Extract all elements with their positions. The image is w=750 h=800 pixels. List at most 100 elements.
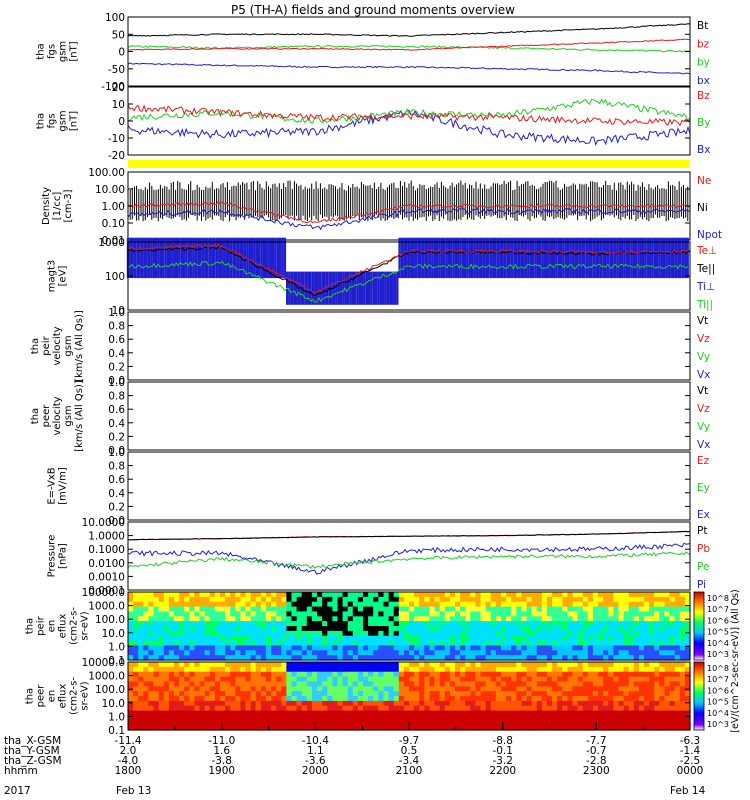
spectrogram-cell <box>414 671 420 678</box>
spectrogram-cell <box>352 596 359 603</box>
spectrogram-cell <box>587 686 594 692</box>
spectrogram-cell <box>628 635 635 642</box>
spectrogram-cell <box>633 662 640 668</box>
spectrogram-cell <box>567 630 574 637</box>
spectrogram-cell <box>255 626 262 632</box>
spectrogram-cell <box>674 635 681 642</box>
spectrogram-cell <box>628 696 635 702</box>
spectrogram-cell <box>240 720 247 726</box>
spectrogram-cell <box>521 630 528 637</box>
spectrogram-cell <box>317 626 323 632</box>
series-bz-line <box>127 38 691 51</box>
y-tick-label: 0.10 <box>102 218 125 230</box>
spectrogram-cell <box>168 650 175 656</box>
spectrogram-cell <box>516 635 522 642</box>
spectrogram-cell <box>536 616 543 622</box>
spectrogram-cell <box>342 645 349 651</box>
spectrogram-cell <box>271 611 277 617</box>
spectrogram-cell <box>485 650 492 656</box>
spectrogram-cell <box>204 681 211 687</box>
spectrogram-cell <box>276 720 282 726</box>
spectrogram-cell <box>526 635 533 642</box>
spectrogram-cell <box>409 630 415 637</box>
spectrogram-cell <box>557 635 563 642</box>
spectrogram-cell <box>271 601 277 608</box>
spectrogram-cell <box>250 655 257 661</box>
spectrogram-cell <box>184 686 190 692</box>
spectrogram-cell <box>204 691 211 697</box>
spectrogram-cell <box>220 640 226 647</box>
spectrogram-cell <box>194 596 201 603</box>
spectrogram-cell <box>674 640 681 647</box>
spectrogram-cell <box>174 596 180 603</box>
spectrogram-cell <box>654 725 660 731</box>
spectrogram-cell <box>582 592 589 598</box>
spectrogram-cell <box>429 705 436 712</box>
spectrogram-cell <box>633 725 640 731</box>
legend-pb: Pb <box>697 543 710 555</box>
spectrogram-cell <box>475 715 482 721</box>
spectrogram-cell <box>587 662 594 668</box>
spectrogram-cell <box>143 650 149 656</box>
spectrogram-cell <box>449 616 456 622</box>
spectrogram-cell <box>521 700 528 707</box>
spectrogram-cell <box>225 630 231 637</box>
spectrogram-cell <box>143 725 149 731</box>
spectrogram-cell <box>623 696 630 702</box>
spectrogram-cell <box>363 611 369 617</box>
spectrogram-cell <box>347 626 354 632</box>
spectrogram-cell <box>679 635 686 642</box>
spectrogram-cell <box>623 705 630 712</box>
spectrogram-cell <box>603 676 609 683</box>
spectrogram-cell <box>368 626 374 632</box>
spectrogram-cell <box>265 635 272 642</box>
spectrogram-cell <box>347 725 354 731</box>
spectrogram-cell <box>204 616 211 622</box>
y-axis-label: tha <box>30 338 41 354</box>
spectrogram-cell <box>587 626 594 632</box>
spectrogram-cell <box>449 626 456 632</box>
spectrogram-cell <box>220 655 226 661</box>
spectrogram-cell <box>276 621 282 627</box>
spectrogram-cell <box>649 691 655 697</box>
spectrogram-cell <box>128 606 134 613</box>
spectrogram-cell <box>679 725 686 731</box>
spectrogram-cell <box>506 710 512 717</box>
spectrogram-cell <box>495 655 502 661</box>
spectrogram-cell <box>613 666 620 673</box>
spectrogram-cell <box>322 626 328 632</box>
spectrogram-cell <box>388 671 395 678</box>
spectrogram-cell <box>552 725 558 731</box>
spectrogram-cell <box>383 606 390 613</box>
spectrogram-cell <box>465 601 471 608</box>
spectrogram-cell <box>557 662 563 668</box>
spectrogram-cell <box>659 676 665 683</box>
spectrogram-cell <box>603 720 609 726</box>
spectrogram-cell <box>618 666 625 673</box>
y-tick-label: 10.0 <box>102 628 125 640</box>
spectrogram-cell <box>317 662 323 668</box>
colorbar-tick: 10^7 <box>707 605 729 614</box>
spectrogram-cell <box>403 671 410 678</box>
spectrogram-cell <box>311 645 318 651</box>
spectrogram-cell <box>444 645 451 651</box>
spectrogram-cell <box>225 655 231 661</box>
spectrogram-cell <box>225 611 231 617</box>
spectrogram-cell <box>204 671 211 678</box>
spectrogram-cell <box>659 655 665 661</box>
spectrogram-cell <box>281 596 287 603</box>
spectrogram-cell <box>480 635 487 642</box>
spectrogram-cell <box>546 650 553 656</box>
spectrogram-cell <box>434 710 441 717</box>
spectrogram-cell <box>296 671 303 678</box>
x-tick-label: -7.7 <box>586 735 607 747</box>
spectrogram-cell <box>306 666 313 673</box>
y-tick-label: 50 <box>112 29 125 41</box>
spectrogram-cell <box>424 696 430 702</box>
spectrogram-cell <box>332 592 339 598</box>
spectrogram-cell <box>664 725 671 731</box>
spectrogram-cell <box>557 655 563 661</box>
spectrogram-cell <box>342 601 349 608</box>
spectrogram-cell <box>414 700 420 707</box>
spectrogram-cell <box>357 611 364 617</box>
